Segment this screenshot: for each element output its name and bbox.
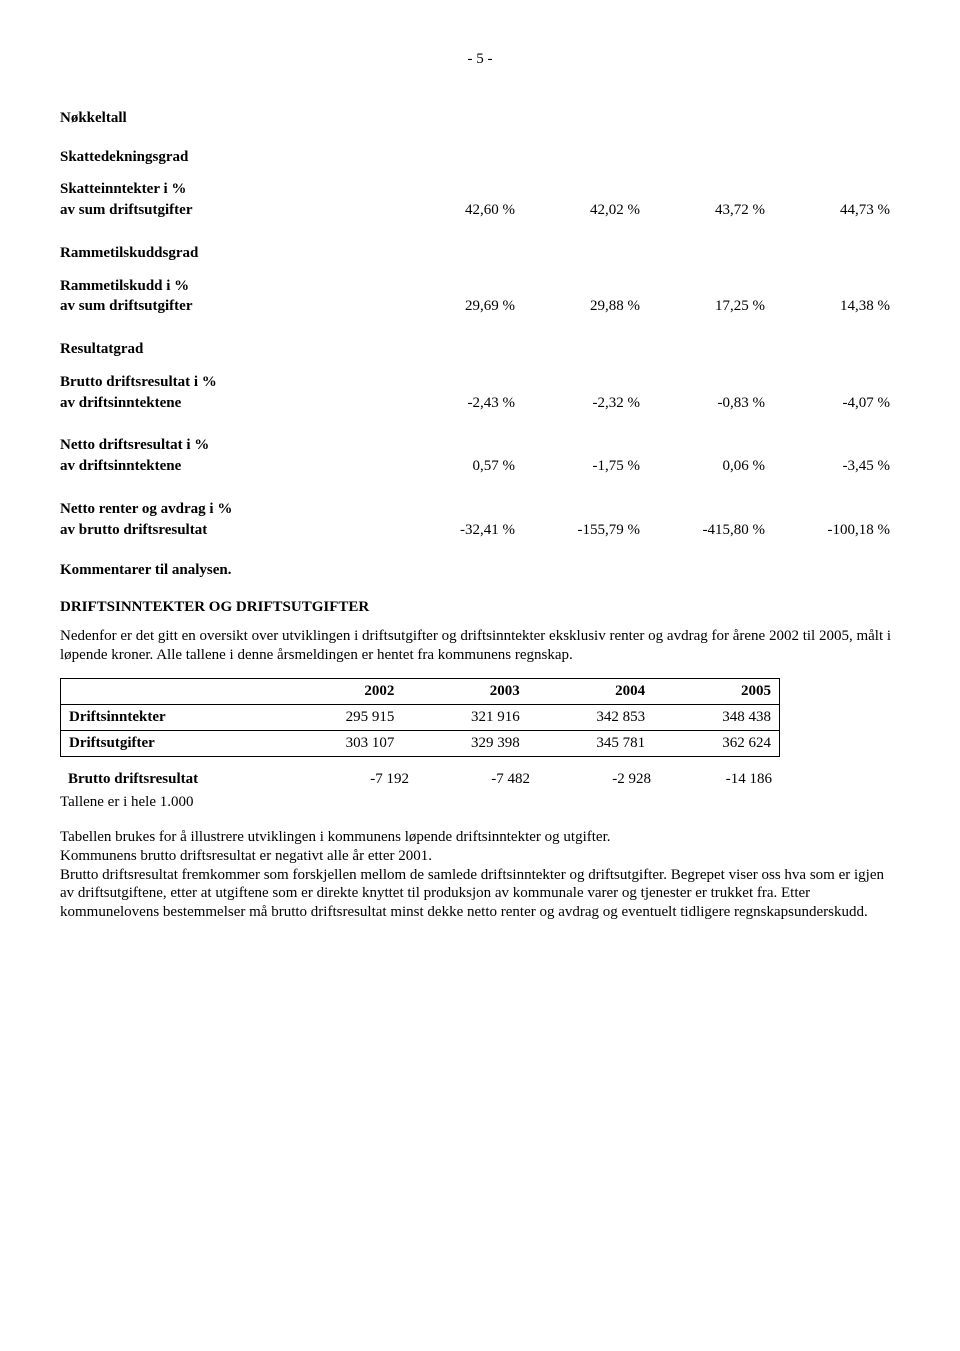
value: -0,83 %	[650, 394, 775, 413]
netto-sub: Netto driftsresultat i %	[60, 436, 900, 455]
rammetilskudd-row: av sum driftsutgifter 29,69 % 29,88 % 17…	[60, 297, 900, 316]
page-number: - 5 -	[60, 50, 900, 69]
value: 0,57 %	[400, 457, 525, 476]
footer-p1: Tabellen brukes for å illustrere utvikli…	[60, 828, 900, 847]
table-header-row: 2002 2003 2004 2005	[61, 679, 780, 705]
nokkeltall-heading: Nøkkeltall	[60, 109, 900, 128]
result-value: -2 928	[538, 767, 659, 792]
cell: 321 916	[402, 705, 527, 731]
value: 42,60 %	[400, 201, 525, 220]
value: -4,07 %	[775, 394, 900, 413]
intro-paragraph: Nedenfor er det gitt en oversikt over ut…	[60, 627, 900, 665]
table-row: Driftsinntekter 295 915 321 916 342 853 …	[61, 705, 780, 731]
renter-row: av brutto driftsresultat -32,41 % -155,7…	[60, 521, 900, 540]
drift-table: 2002 2003 2004 2005 Driftsinntekter 295 …	[60, 678, 780, 756]
value: 0,06 %	[650, 457, 775, 476]
value: 43,72 %	[650, 201, 775, 220]
rammetilskuddsgrad-heading: Rammetilskuddsgrad	[60, 244, 900, 263]
table-row: Driftsutgifter 303 107 329 398 345 781 3…	[61, 730, 780, 756]
result-label: Brutto driftsresultat	[60, 767, 296, 792]
value: -155,79 %	[525, 521, 650, 540]
value: -415,80 %	[650, 521, 775, 540]
row-label: Driftsutgifter	[61, 730, 278, 756]
value: 29,88 %	[525, 297, 650, 316]
netto-row: av driftsinntektene 0,57 % -1,75 % 0,06 …	[60, 457, 900, 476]
netto-label: av driftsinntektene	[60, 457, 400, 476]
cell: 362 624	[653, 730, 779, 756]
value: 44,73 %	[775, 201, 900, 220]
value: 14,38 %	[775, 297, 900, 316]
renter-sub: Netto renter og avdrag i %	[60, 500, 900, 519]
skattedekningsgrad-heading: Skattedekningsgrad	[60, 148, 900, 167]
value: -2,43 %	[400, 394, 525, 413]
result-value: -7 192	[296, 767, 417, 792]
brutto-row: av driftsinntektene -2,43 % -2,32 % -0,8…	[60, 394, 900, 413]
cell: 342 853	[528, 705, 653, 731]
skatteinntekter-label: av sum driftsutgifter	[60, 201, 400, 220]
cell: 329 398	[402, 730, 527, 756]
year-header: 2005	[653, 679, 779, 705]
value: -2,32 %	[525, 394, 650, 413]
skatteinntekter-row: av sum driftsutgifter 42,60 % 42,02 % 43…	[60, 201, 900, 220]
footer-p3: Brutto driftsresultat fremkommer som for…	[60, 866, 900, 922]
skatteinntekter-sub: Skatteinntekter i %	[60, 180, 900, 199]
year-header: 2002	[277, 679, 402, 705]
driftsinntekter-heading: DRIFTSINNTEKTER OG DRIFTSUTGIFTER	[60, 598, 900, 617]
year-header: 2004	[528, 679, 653, 705]
brutto-sub: Brutto driftsresultat i %	[60, 373, 900, 392]
value: 42,02 %	[525, 201, 650, 220]
row-label: Driftsinntekter	[61, 705, 278, 731]
value: -3,45 %	[775, 457, 900, 476]
value: -32,41 %	[400, 521, 525, 540]
kommentarer-heading: Kommentarer til analysen.	[60, 561, 900, 580]
renter-label: av brutto driftsresultat	[60, 521, 400, 540]
result-value: -14 186	[659, 767, 780, 792]
cell: 348 438	[653, 705, 779, 731]
result-row: Brutto driftsresultat -7 192 -7 482 -2 9…	[60, 767, 780, 792]
brutto-label: av driftsinntektene	[60, 394, 400, 413]
header-blank	[61, 679, 278, 705]
rammetilskudd-sub: Rammetilskudd i %	[60, 277, 900, 296]
value: -100,18 %	[775, 521, 900, 540]
cell: 345 781	[528, 730, 653, 756]
table-note: Tallene er i hele 1.000	[60, 793, 900, 812]
value: 17,25 %	[650, 297, 775, 316]
rammetilskudd-label: av sum driftsutgifter	[60, 297, 400, 316]
value: -1,75 %	[525, 457, 650, 476]
cell: 295 915	[277, 705, 402, 731]
cell: 303 107	[277, 730, 402, 756]
value: 29,69 %	[400, 297, 525, 316]
footer-p2: Kommunens brutto driftsresultat er negat…	[60, 847, 900, 866]
year-header: 2003	[402, 679, 527, 705]
resultatgrad-heading: Resultatgrad	[60, 340, 900, 359]
result-value: -7 482	[417, 767, 538, 792]
